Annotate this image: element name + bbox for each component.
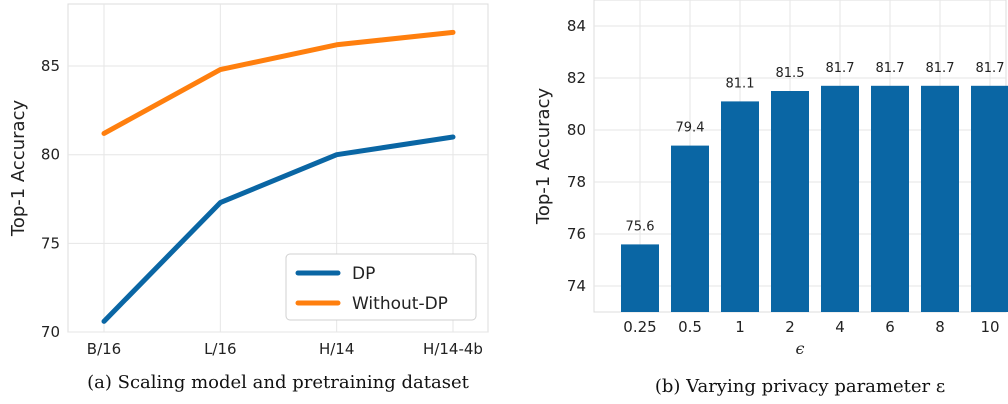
legend-label: DP	[352, 264, 375, 284]
y-tick-label: 82	[567, 69, 586, 87]
bar-data-label: 81.7	[976, 61, 1005, 76]
y-tick-label: 76	[567, 225, 586, 243]
bar-chart-caption: (b) Varying privacy parameter ε	[655, 376, 945, 397]
x-tick-label: 0.25	[623, 318, 656, 336]
x-tick-label: B/16	[87, 340, 121, 358]
x-tick-label: H/14-4b	[423, 340, 483, 358]
bar-chart-x-ticks: 0.25 0.5 1 2 4 6 8 10	[623, 318, 999, 336]
x-tick-label: 6	[885, 318, 895, 336]
bar	[921, 86, 959, 312]
bar-data-label: 81.5	[776, 66, 805, 81]
bar	[721, 101, 759, 312]
bar-chart-x-axis-label: ϵ	[796, 339, 805, 358]
x-tick-label: H/14	[319, 340, 354, 358]
y-tick-label: 84	[567, 17, 586, 35]
line-chart-y-axis-label: Top-1 Accuracy	[8, 100, 29, 238]
bar	[821, 86, 859, 312]
line-chart-panel: 70 75 80 85 B/16 L/16 H/14 H/14-4b Top-1 Accur…	[8, 4, 488, 393]
y-tick-label: 85	[41, 57, 60, 75]
x-tick-label: 1	[735, 318, 745, 336]
y-tick-label: 80	[41, 146, 60, 164]
y-tick-label: 80	[567, 121, 586, 139]
bar-data-label: 79.4	[676, 121, 705, 136]
bar-chart-y-ticks: 74 76 78 80 82 84	[567, 17, 586, 295]
y-tick-label: 70	[41, 323, 60, 341]
bar-data-label: 81.7	[876, 61, 905, 76]
x-tick-label: 2	[785, 318, 795, 336]
bar-data-label: 81.7	[826, 61, 855, 76]
bar-data-label: 81.7	[926, 61, 955, 76]
line-chart-caption: (a) Scaling model and pretraining datase…	[87, 372, 470, 393]
bar	[771, 91, 809, 312]
bar	[621, 244, 659, 312]
line-chart-x-ticks: B/16 L/16 H/14 H/14-4b	[87, 340, 483, 358]
line-chart-y-ticks: 70 75 80 85	[41, 57, 60, 341]
line-chart-legend: DP Without-DP	[286, 254, 476, 320]
y-tick-label: 74	[567, 277, 586, 295]
bar-data-label: 75.6	[626, 219, 655, 234]
bar-chart-y-axis-label: Top-1 Accuracy	[533, 88, 554, 226]
x-tick-label: 4	[835, 318, 845, 336]
bar-data-label: 81.1	[726, 76, 755, 91]
bar	[671, 146, 709, 312]
bar	[871, 86, 909, 312]
y-tick-label: 78	[567, 173, 586, 191]
series-line-without-dp	[104, 32, 453, 133]
y-tick-label: 75	[41, 234, 60, 252]
legend-label: Without-DP	[352, 294, 448, 314]
x-tick-label: L/16	[204, 340, 237, 358]
x-tick-label: 0.5	[678, 318, 702, 336]
bar	[971, 86, 1008, 312]
x-tick-label: 10	[980, 318, 999, 336]
x-tick-label: 8	[935, 318, 945, 336]
